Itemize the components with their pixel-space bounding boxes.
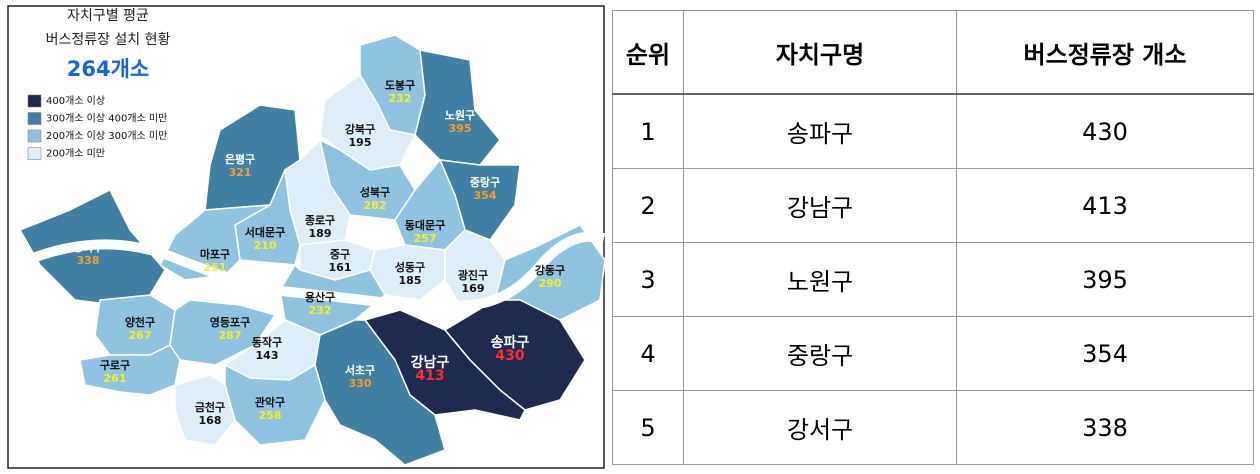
district-value: 290 xyxy=(539,277,562,290)
table-row: 1 송파구 430 xyxy=(612,93,1254,169)
district-name: 종로구 xyxy=(305,214,335,227)
district-value: 430 xyxy=(495,348,524,364)
district-value: 261 xyxy=(104,372,127,385)
district-name: 송파구 xyxy=(491,335,530,351)
district-name: 성북구 xyxy=(360,185,390,199)
map-title: 자치구별 평균 xyxy=(67,8,149,24)
district-name: 도봉구 xyxy=(385,79,415,92)
table-cell: 강서구 xyxy=(683,390,957,465)
district-value: 257 xyxy=(414,232,437,245)
district-name: 동대문구 xyxy=(405,218,445,232)
district-value: 251 xyxy=(204,261,227,274)
district-value: 354 xyxy=(474,189,497,202)
district-name: 동작구 xyxy=(252,335,282,349)
district-name: 강북구 xyxy=(345,122,375,136)
district-value: 287 xyxy=(219,329,242,342)
legend-swatch xyxy=(27,147,42,160)
district xyxy=(224,364,326,446)
district-value: 395 xyxy=(449,122,472,135)
district-name: 마포구 xyxy=(200,247,230,261)
table-cell: 2 xyxy=(612,168,684,243)
table-cell: 송파구 xyxy=(683,93,957,169)
district-value: 143 xyxy=(256,349,279,362)
table-cell: 1 xyxy=(612,93,684,169)
table-cell: 354 xyxy=(956,316,1254,391)
table-cell: 430 xyxy=(956,93,1254,169)
map: 도봉구232노원구395강북구195은평구321성북구282중랑구354종로구1… xyxy=(7,5,606,469)
district-value: 321 xyxy=(229,166,252,179)
district xyxy=(174,374,236,446)
district-value: 210 xyxy=(254,239,277,252)
district-name: 광진구 xyxy=(458,268,488,282)
district-name: 구로구 xyxy=(100,359,130,372)
district-value: 169 xyxy=(462,282,485,295)
column-header: 순위 xyxy=(612,10,684,95)
ranking-table: 순위 자치구명 버스정류장 개소 1 송파구 430 2 강남구 413 3 노원구 395 4 중랑구… xyxy=(612,10,1254,465)
district-name: 영등포구 xyxy=(210,316,250,329)
table-row: 4 중랑구 354 xyxy=(612,316,1254,391)
legend-label: 300개소 이상 400개소 미만 xyxy=(46,113,167,125)
district-name: 노원구 xyxy=(445,108,475,122)
legend-label: 200개소 미만 xyxy=(46,148,105,160)
district-name: 강남구 xyxy=(411,354,450,371)
table-cell: 4 xyxy=(612,316,684,391)
district-name: 강서구 xyxy=(73,240,103,254)
district-name: 성동구 xyxy=(395,260,425,274)
table-cell: 강남구 xyxy=(683,168,957,243)
district-value: 338 xyxy=(77,254,100,267)
table-cell: 노원구 xyxy=(683,242,957,317)
table-row: 5 강서구 338 xyxy=(612,390,1254,465)
district-value: 282 xyxy=(364,199,387,212)
district-name: 은평구 xyxy=(225,152,255,166)
district-name: 서대문구 xyxy=(245,225,285,239)
labels: 도봉구232노원구395강북구195은평구321성북구282중랑구354종로구1… xyxy=(73,79,565,427)
district-value: 232 xyxy=(389,92,412,105)
column-header: 버스정류장 개소 xyxy=(956,10,1254,95)
district-value: 168 xyxy=(199,414,222,427)
map-title: 버스정류장 설치 현황 xyxy=(46,32,171,48)
map-average: 264개소 xyxy=(67,57,149,81)
table-body: 1 송파구 430 2 강남구 413 3 노원구 395 4 중랑구 354 5 강서구 338 xyxy=(612,93,1254,465)
district-value: 189 xyxy=(309,227,332,240)
district-value: 413 xyxy=(415,368,444,384)
district-value: 258 xyxy=(259,409,282,422)
table-cell: 395 xyxy=(956,242,1254,317)
district-name: 서초구 xyxy=(345,363,375,377)
legend: 400개소 이상 300개소 이상 400개소 미만 200개소 이상 300개소 … xyxy=(27,94,167,160)
table-row: 2 강남구 413 xyxy=(612,168,1254,243)
district-name: 용산구 xyxy=(305,290,335,304)
district xyxy=(319,74,416,171)
legend-swatch xyxy=(27,129,42,143)
legend-swatch xyxy=(27,94,42,108)
district-name: 강동구 xyxy=(535,263,565,277)
table-cell: 338 xyxy=(956,390,1254,465)
legend-swatch xyxy=(27,112,42,125)
district-name: 중구 xyxy=(330,248,350,261)
table-cell: 중랑구 xyxy=(683,316,957,391)
district-name: 중랑구 xyxy=(470,176,500,189)
district xyxy=(314,319,446,466)
district-value: 161 xyxy=(329,261,352,274)
table-cell: 5 xyxy=(612,390,684,465)
district xyxy=(79,344,181,396)
table-cell: 3 xyxy=(612,242,684,317)
table-cell: 413 xyxy=(956,168,1254,243)
district-value: 267 xyxy=(129,329,152,342)
river xyxy=(15,231,606,311)
legend-label: 200개소 이상 300개소 미만 xyxy=(46,130,167,142)
column-header: 자치구명 xyxy=(683,10,957,95)
district-value: 195 xyxy=(349,136,372,149)
district-name: 관악구 xyxy=(255,395,285,409)
table-row: 3 노원구 395 xyxy=(612,242,1254,317)
district-value: 232 xyxy=(309,304,332,317)
legend-label: 400개소 이상 xyxy=(46,95,105,107)
districts xyxy=(19,34,606,466)
district-name: 양천구 xyxy=(125,315,155,329)
district-value: 185 xyxy=(399,274,422,287)
district-name: 금천구 xyxy=(195,400,225,414)
district-value: 330 xyxy=(349,377,372,390)
table-header: 순위 자치구명 버스정류장 개소 xyxy=(612,10,1254,95)
